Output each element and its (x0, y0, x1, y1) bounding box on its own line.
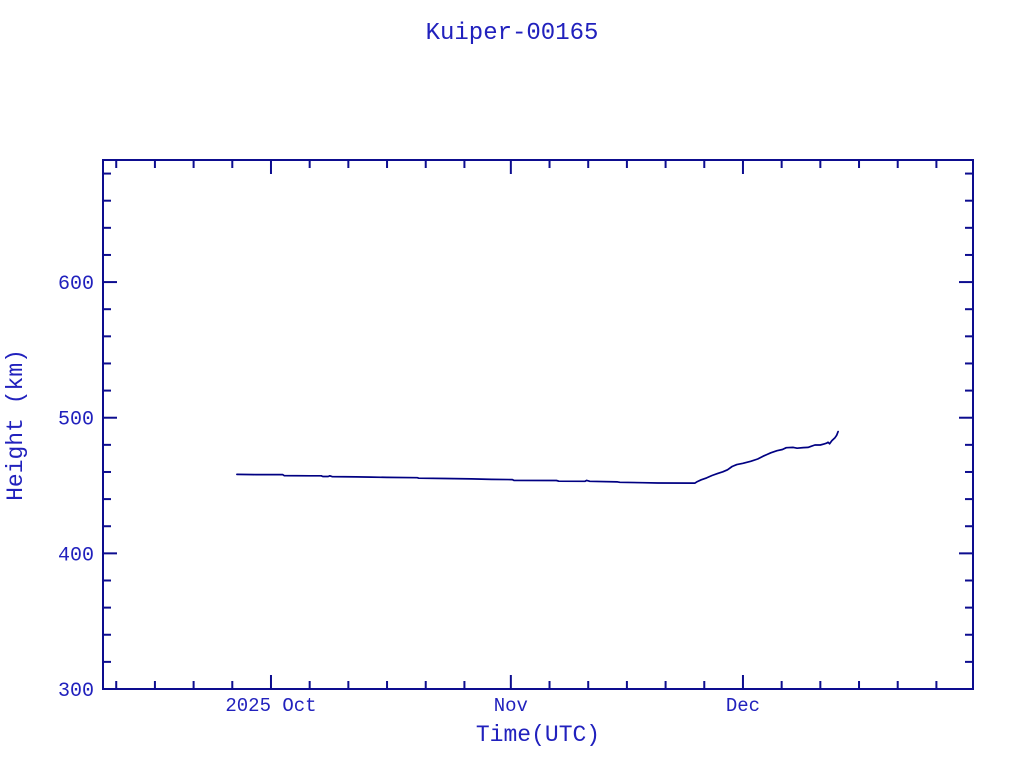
x-axis-label: Time(UTC) (476, 722, 600, 748)
x-tick-label: Dec (726, 695, 760, 717)
y-tick-label: 400 (58, 544, 94, 567)
data-series-group (236, 430, 839, 484)
chart-title: Kuiper-00165 (426, 20, 599, 47)
x-axis-ticks: 2025 Oct Nov Dec (115, 160, 938, 717)
plot-frame (102, 159, 974, 690)
y-tick-label: 500 (58, 409, 94, 432)
x-tick-label: Nov (494, 695, 528, 717)
series-orbital-height (236, 430, 839, 484)
y-tick-label: 600 (58, 273, 94, 296)
y-axis-ticks: 300 400 500 600 (58, 172, 973, 703)
x-tick-label: 2025 Oct (225, 695, 316, 717)
y-tick-label: 300 (58, 680, 94, 703)
y-axis-label: Height (km) (3, 349, 29, 501)
